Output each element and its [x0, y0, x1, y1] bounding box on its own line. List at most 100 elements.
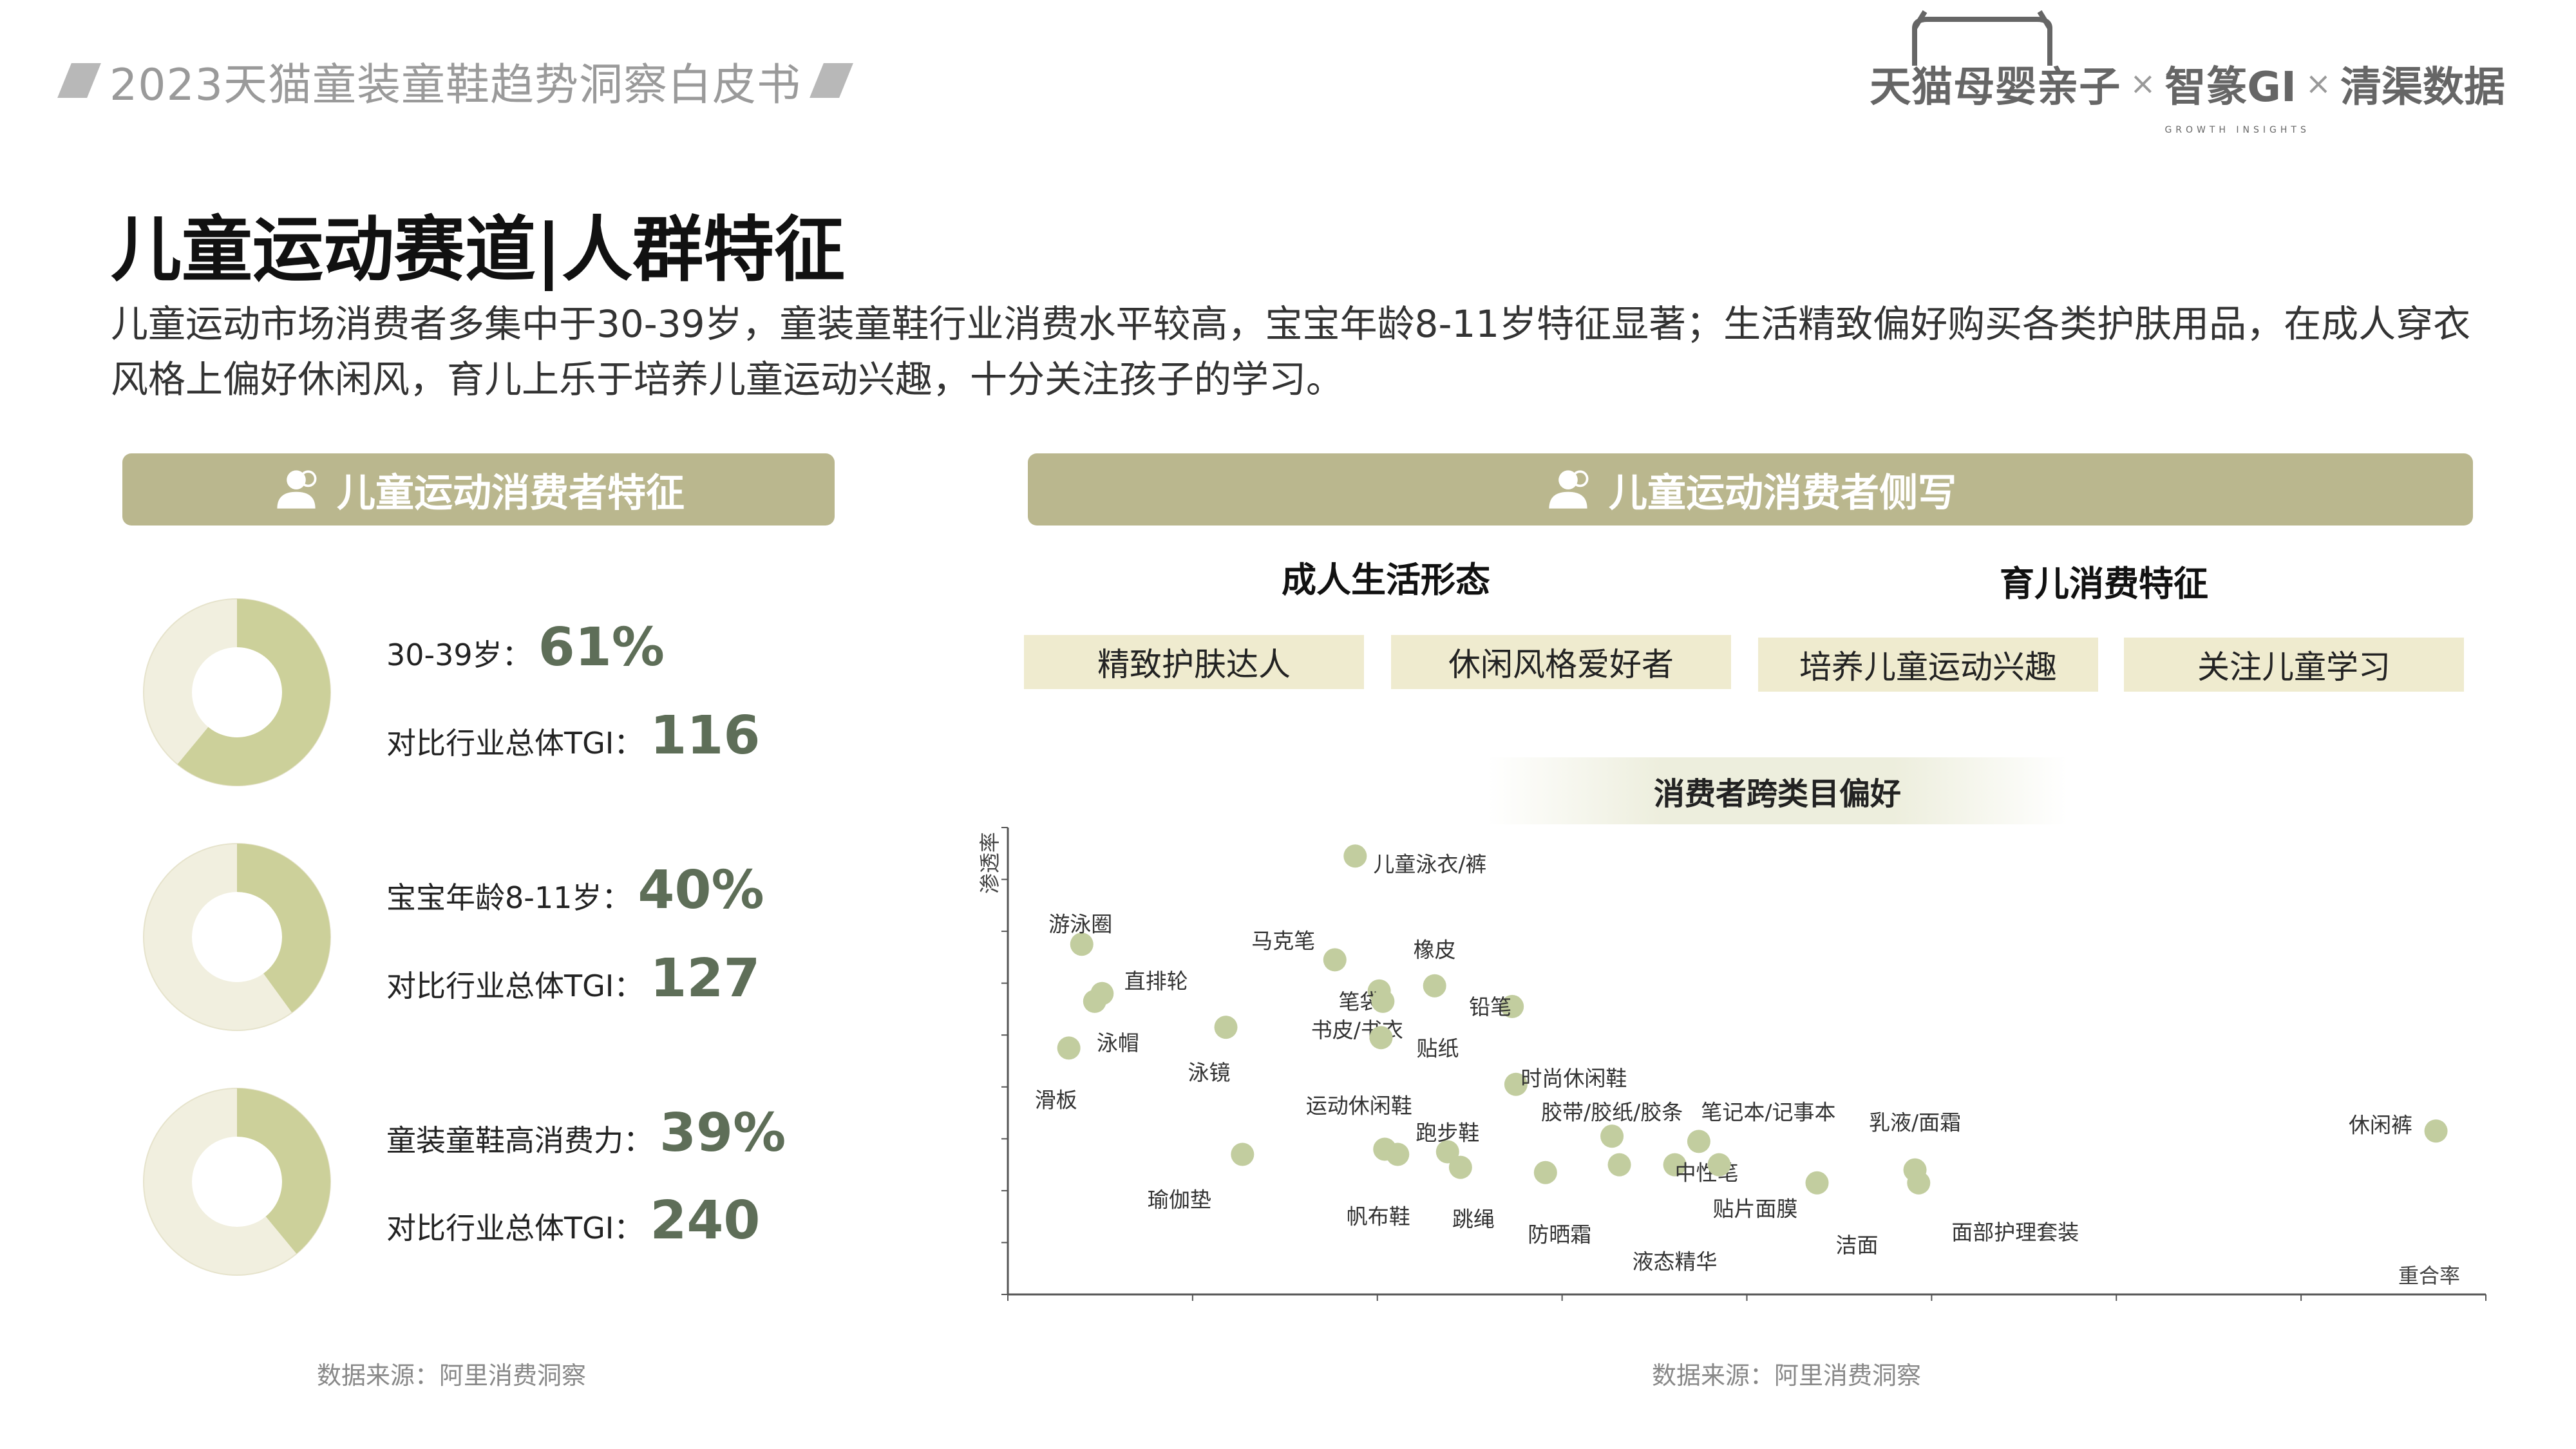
- scatter-point-label: 运动休闲鞋: [1306, 1093, 1412, 1118]
- tag-kids-learning: 关注儿童学习: [2124, 638, 2464, 692]
- scatter-point: [1687, 1130, 1710, 1153]
- tgi-value: 240: [650, 1190, 761, 1251]
- intro-paragraph: 儿童运动市场消费者多集中于30-39岁，童装童鞋行业消费水平较高，宝宝年龄8-1…: [111, 302, 2471, 401]
- scatter-point: [1907, 1171, 1931, 1195]
- scatter-point-label: 洁面: [1836, 1233, 1879, 1258]
- scatter-point: [1504, 1072, 1528, 1096]
- scatter-point-label: 橡皮: [1414, 938, 1456, 963]
- scatter-point: [1607, 1153, 1631, 1177]
- x-axis-label: 重合率: [2398, 1264, 2460, 1288]
- donut-slice: [237, 1088, 330, 1254]
- donut-chart-spending: [143, 1088, 331, 1276]
- users-icon: [1549, 470, 1589, 509]
- tmall-cat-icon: [1912, 10, 2053, 66]
- gi-text: 智篆GI: [2164, 64, 2297, 111]
- tag-skincare: 精致护肤达人: [1024, 635, 1364, 689]
- scatter-point-label: 马克笔: [1251, 928, 1315, 953]
- scatter-point: [1533, 1160, 1557, 1184]
- left-panel-title: 儿童运动消费者特征: [337, 470, 685, 516]
- scatter-point-label: 儿童泳衣/裤: [1373, 851, 1486, 876]
- tmall-text: 天猫母婴亲子: [1870, 64, 2121, 111]
- right-panel-header: 儿童运动消费者侧写: [1028, 453, 2473, 526]
- scatter-point: [1423, 974, 1446, 998]
- scatter-point: [1448, 1155, 1472, 1179]
- stat-baby-age-value: 40%: [638, 860, 764, 921]
- stat-baby-age-tgi: 对比行业总体TGI： 127: [386, 948, 760, 1009]
- donut-slice: [237, 844, 331, 1013]
- cross-category-scatter-chart: 渗透率重合率儿童泳衣/裤游泳圈马克笔笔袋橡皮铅笔直排轮书皮/书衣泳帽泳镜贴纸滑板…: [978, 827, 2486, 1301]
- tmall-logo: 天猫母婴亲子: [1870, 10, 2121, 113]
- scatter-point-label: 贴纸: [1416, 1036, 1459, 1061]
- scatter-point: [1070, 933, 1094, 956]
- qingqu-logo: 清渠数据: [2340, 64, 2505, 111]
- tag-casual-style: 休闲风格爱好者: [1391, 635, 1731, 689]
- scatter-point-label: 防晒霜: [1528, 1222, 1591, 1247]
- scatter-point-label: 瑜伽垫: [1148, 1188, 1211, 1213]
- slash-decoration-left: [57, 63, 101, 98]
- scatter-point-label: 胶带/胶纸/胶条: [1541, 1099, 1683, 1124]
- stat-spending-tgi: 对比行业总体TGI： 240: [386, 1190, 760, 1251]
- left-source-note: 数据来源：阿里消费洞察: [317, 1361, 587, 1390]
- scatter-point: [1600, 1124, 1624, 1148]
- y-axis-label: 渗透率: [978, 832, 1002, 894]
- donut-hole: [192, 892, 282, 982]
- stat-baby-age: 宝宝年龄8-11岁： 40%: [386, 860, 764, 921]
- scatter-point-label: 滑板: [1035, 1087, 1077, 1112]
- scatter-point-label: 直排轮: [1124, 969, 1188, 994]
- donut-hole: [192, 647, 282, 737]
- scatter-point-label: 帆布鞋: [1347, 1204, 1410, 1229]
- stat-age-value: 61%: [538, 617, 665, 678]
- scatter-point: [1707, 1153, 1731, 1177]
- scatter-point-label: 贴片面膜: [1712, 1197, 1797, 1222]
- stat-spending-value: 39%: [659, 1103, 786, 1164]
- stat-age-tgi: 对比行业总体TGI： 116: [386, 705, 760, 766]
- tgi-label: 对比行业总体TGI：: [386, 1211, 644, 1245]
- adult-lifestyle-heading: 成人生活形态: [1282, 560, 1490, 600]
- tgi-value: 127: [650, 948, 761, 1009]
- scatter-point-label: 跳绳: [1452, 1207, 1495, 1232]
- zhizhuan-gi-logo: 智篆GI GROWTH INSIGHTS: [2164, 54, 2306, 135]
- scatter-point: [1371, 989, 1395, 1013]
- scatter-point-label: 乳液/面霜: [1869, 1110, 1961, 1135]
- left-panel-header: 儿童运动消费者特征: [122, 453, 835, 526]
- tgi-value: 116: [650, 705, 761, 766]
- page-title: 儿童运动赛道|人群特征: [111, 209, 846, 291]
- scatter-point: [1231, 1142, 1255, 1166]
- scatter-point-label: 时尚休闲鞋: [1520, 1066, 1627, 1091]
- scatter-point: [1435, 1140, 1459, 1164]
- scatter-point: [1083, 989, 1106, 1013]
- right-source-note: 数据来源：阿里消费洞察: [1652, 1361, 1922, 1390]
- donut-hole: [192, 1137, 282, 1227]
- donut-chart-baby-age: [143, 843, 331, 1031]
- scatter-point-label: 泳镜: [1188, 1060, 1231, 1085]
- scatter-title: 消费者跨类目偏好: [1488, 757, 2067, 824]
- stat-baby-age-label: 宝宝年龄8-11岁：: [386, 880, 632, 915]
- stat-age-label: 30-39岁：: [386, 638, 532, 672]
- document-title: 2023天猫童装童鞋趋势洞察白皮书: [109, 59, 802, 111]
- scatter-point: [1386, 1142, 1410, 1166]
- scatter-point: [1369, 1026, 1393, 1050]
- scatter-point-label: 铅笔: [1469, 994, 1511, 1019]
- slash-decoration-right: [810, 63, 853, 98]
- donut-chart-age: [143, 598, 331, 786]
- stat-spending-label: 童装童鞋高消费力：: [386, 1123, 653, 1158]
- scatter-point: [1323, 948, 1347, 972]
- scatter-point-label: 面部护理套装: [1951, 1220, 2079, 1245]
- parenting-consumption-heading: 育儿消费特征: [2000, 564, 2208, 604]
- document-header: 2023天猫童装童鞋趋势洞察白皮书: [57, 52, 853, 111]
- scatter-point: [1663, 1153, 1687, 1177]
- stat-age: 30-39岁： 61%: [386, 617, 665, 678]
- scatter-point: [1501, 994, 1524, 1018]
- brand-separator: ×: [2130, 66, 2156, 102]
- scatter-point: [2424, 1119, 2448, 1143]
- scatter-point-label: 游泳圈: [1048, 911, 1112, 936]
- users-icon: [277, 470, 317, 509]
- scatter-point-label: 笔记本/记事本: [1701, 1099, 1835, 1124]
- tag-kids-sports-interest: 培养儿童运动兴趣: [1758, 638, 2098, 692]
- scatter-point-label: 泳帽: [1097, 1030, 1139, 1056]
- tgi-label: 对比行业总体TGI：: [386, 969, 644, 1003]
- brand-separator: ×: [2305, 66, 2331, 102]
- scatter-point: [1214, 1016, 1238, 1039]
- scatter-point: [1343, 844, 1367, 868]
- right-panel-title: 儿童运动消费者侧写: [1609, 470, 1956, 516]
